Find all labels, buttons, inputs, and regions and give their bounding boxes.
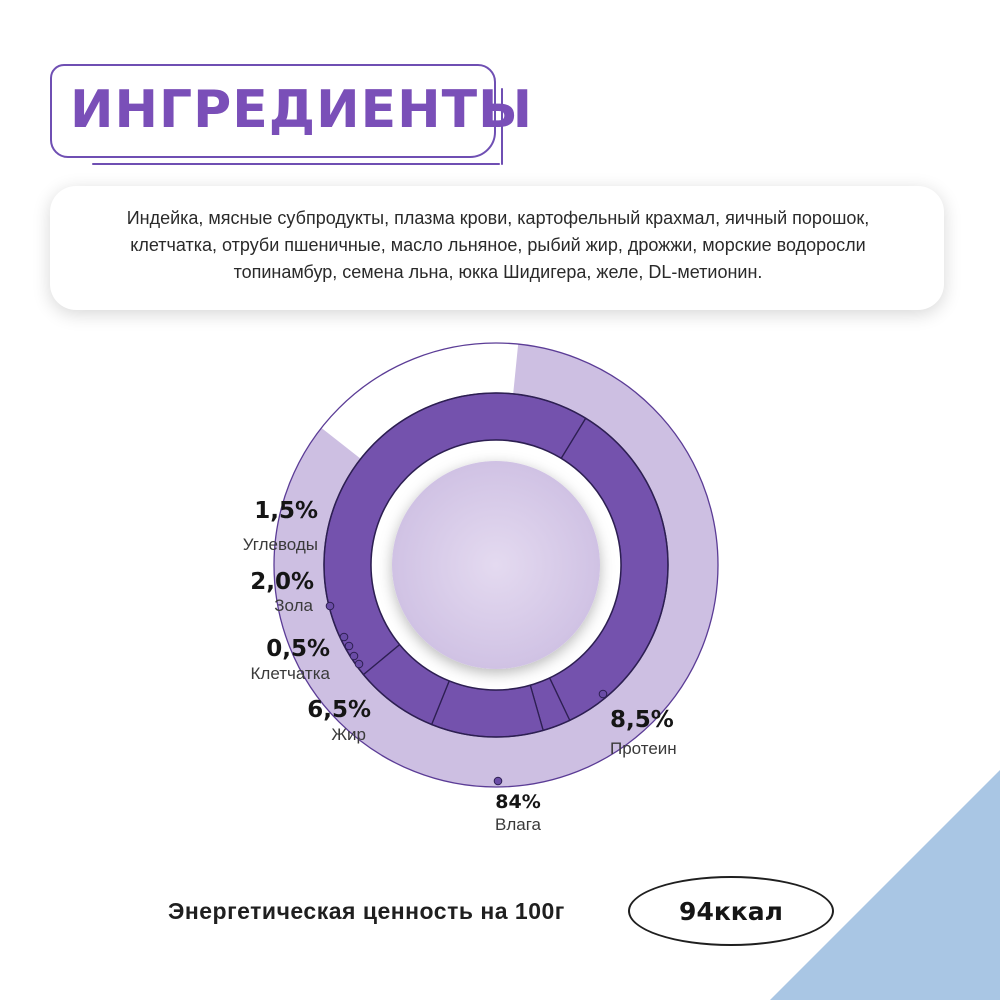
label-ash-name: Зола	[274, 596, 313, 615]
chart-center-disc	[392, 461, 600, 669]
chart-leaders	[325, 601, 608, 786]
label-carbs-name: Углеводы	[243, 535, 318, 554]
corner-decoration	[770, 770, 1000, 1000]
label-protein-name: Протеин	[610, 739, 677, 758]
leader-dot	[598, 689, 608, 699]
ingredients-card	[50, 186, 944, 310]
ingredients-line: Индейка, мясные субпродукты, плазма кров…	[126, 208, 870, 228]
label-carbs-value: 1,5%	[254, 498, 318, 524]
ingredients-line: клетчатка, отруби пшеничные, масло льнян…	[130, 235, 866, 255]
leader-dot	[339, 632, 349, 642]
leader-dot	[349, 651, 359, 661]
ingredients-line: топинамбур, семена льна, юкка Шидигера, …	[233, 262, 763, 282]
inner-ring-outline	[323, 392, 669, 738]
label-ash-value: 2,0%	[250, 569, 314, 595]
label-fat-value: 6,5%	[307, 697, 371, 723]
leader-dot	[493, 776, 503, 786]
label-protein-value: 8,5%	[610, 707, 674, 733]
label-water-name: Влага	[495, 815, 542, 834]
ingredients-text: Индейка, мясные субпродукты, плазма кров…	[70, 205, 926, 286]
leader-dot	[344, 641, 354, 651]
label-fat-name: Жир	[331, 725, 366, 744]
label-water-value: 84%	[495, 791, 540, 813]
energy-value: 94ккал	[679, 896, 783, 926]
label-fiber-name: Клетчатка	[251, 664, 331, 683]
leader-dot	[354, 659, 364, 669]
page-title: ИНГРЕДИЕНТЫ	[70, 80, 534, 140]
energy-label: Энергетическая ценность на 100г	[168, 898, 565, 924]
leader-dot	[325, 601, 335, 611]
title-frame	[50, 64, 503, 165]
label-fiber-value: 0,5%	[266, 636, 330, 662]
outer-ring-outline	[273, 342, 719, 788]
